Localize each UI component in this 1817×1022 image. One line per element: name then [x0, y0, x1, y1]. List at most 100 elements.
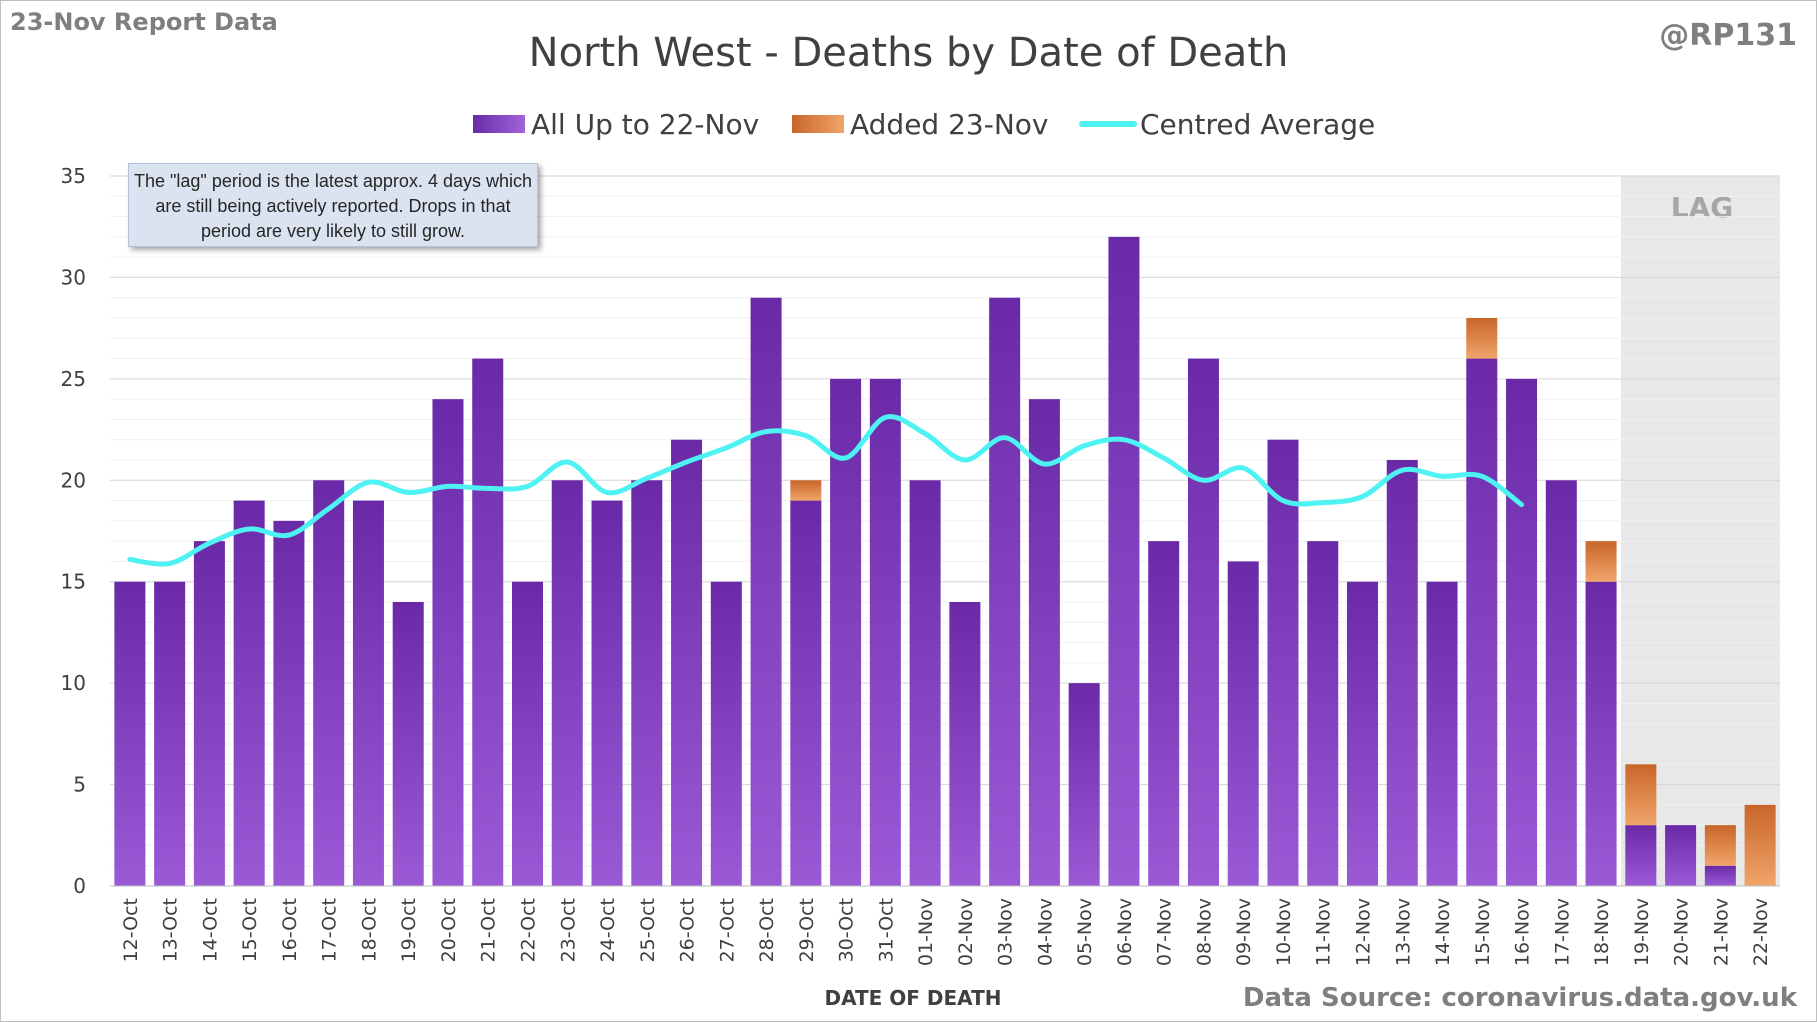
chart-title: North West - Deaths by Date of Death [528, 30, 1289, 76]
x-tick-label: 16-Oct [279, 898, 301, 962]
x-tick-label: 29-Oct [796, 898, 818, 962]
x-tick-label: 14-Nov [1432, 898, 1454, 966]
x-tick-label: 08-Nov [1193, 898, 1215, 966]
bar-all-up-to-22-nov [1506, 378, 1538, 886]
x-tick-label: 20-Nov [1671, 898, 1693, 966]
average-line [127, 414, 1525, 567]
x-tick-label: 10-Nov [1273, 898, 1295, 966]
x-tick-label: 27-Oct [716, 898, 738, 962]
x-tick-label: 22-Nov [1750, 898, 1772, 966]
bar-added-23-nov [790, 480, 822, 501]
y-tick-label: 25 [61, 367, 86, 391]
bar-all-up-to-22-nov [511, 581, 544, 886]
bar-all-up-to-22-nov [432, 399, 464, 886]
bar-all-up-to-22-nov [989, 297, 1021, 886]
bar-all-up-to-22-nov [591, 500, 623, 886]
legend-label-base: All Up to 22-Nov [531, 108, 759, 141]
x-tick-label: 15-Nov [1472, 898, 1494, 966]
x-tick-label: 07-Nov [1154, 898, 1176, 966]
bar-all-up-to-22-nov [1545, 480, 1577, 886]
bar-all-up-to-22-nov [273, 520, 305, 886]
bar-all-up-to-22-nov [233, 500, 265, 886]
bar-all-up-to-22-nov [313, 480, 345, 886]
bar-all-up-to-22-nov [1028, 399, 1060, 886]
bar-added-23-nov [1625, 764, 1657, 826]
bar-all-up-to-22-nov [1665, 825, 1697, 886]
bar-all-up-to-22-nov [1148, 541, 1180, 886]
bar-all-up-to-22-nov [869, 378, 901, 886]
bar-all-up-to-22-nov [710, 581, 742, 886]
x-tick-label: 03-Nov [995, 898, 1017, 966]
bar-all-up-to-22-nov [114, 581, 146, 886]
x-tick-label: 16-Nov [1512, 898, 1534, 966]
x-tick-label: 21-Oct [478, 898, 500, 962]
y-tick-label: 15 [61, 570, 86, 594]
bar-all-up-to-22-nov [631, 480, 663, 886]
x-tick-label: 12-Oct [120, 898, 142, 962]
bar-all-up-to-22-nov [671, 439, 703, 886]
x-tick-label: 06-Nov [1114, 898, 1136, 966]
x-tick-label: 18-Oct [358, 898, 380, 962]
bar-all-up-to-22-nov [1466, 358, 1498, 887]
bars [114, 236, 1776, 887]
bar-all-up-to-22-nov [1386, 460, 1418, 886]
x-tick-label: 25-Oct [637, 898, 659, 962]
x-tick-label: 19-Oct [398, 898, 420, 962]
bar-all-up-to-22-nov [1267, 439, 1299, 886]
x-tick-label: 19-Nov [1631, 898, 1653, 966]
bar-all-up-to-22-nov [750, 297, 782, 886]
bar-all-up-to-22-nov [551, 480, 583, 886]
bar-all-up-to-22-nov [1108, 236, 1140, 886]
x-axis-label: DATE OF DEATH [825, 986, 1002, 1010]
y-tick-label: 35 [61, 164, 86, 188]
x-tick-label: 17-Oct [319, 898, 341, 962]
x-tick-label: 12-Nov [1353, 898, 1375, 966]
bar-all-up-to-22-nov [909, 480, 941, 886]
legend: All Up to 22-Nov Added 23-Nov Centred Av… [473, 108, 1375, 141]
bar-all-up-to-22-nov [1426, 581, 1458, 886]
y-tick-label: 20 [61, 468, 86, 492]
y-tick-label: 5 [73, 773, 86, 797]
bar-all-up-to-22-nov [949, 602, 981, 886]
bar-all-up-to-22-nov [1227, 561, 1259, 886]
x-tick-label: 23-Oct [557, 898, 579, 962]
bar-all-up-to-22-nov [1585, 581, 1617, 886]
author-handle: @RP131 [1659, 18, 1797, 53]
x-axis-ticks: 12-Oct 13-Oct 14-Oct 15-Oct 16-Oct 17-Oct 18-O… [120, 898, 1772, 966]
bar-all-up-to-22-nov [352, 500, 384, 886]
bar-all-up-to-22-nov [193, 541, 225, 886]
x-tick-label: 14-Oct [199, 898, 221, 962]
bar-all-up-to-22-nov [1068, 683, 1100, 886]
bar-all-up-to-22-nov [830, 378, 862, 886]
x-tick-label: 26-Oct [677, 898, 699, 962]
x-tick-label: 31-Oct [875, 898, 897, 962]
x-tick-label: 18-Nov [1591, 898, 1613, 966]
centred-average-line [127, 414, 1525, 567]
x-tick-label: 30-Oct [836, 898, 858, 962]
bar-all-up-to-22-nov [1187, 358, 1219, 887]
legend-swatch-added [792, 115, 844, 133]
report-date-label: 23-Nov Report Data [10, 8, 278, 36]
bar-all-up-to-22-nov [790, 500, 822, 886]
x-tick-label: 11-Nov [1313, 898, 1335, 966]
x-tick-label: 13-Nov [1392, 898, 1414, 966]
x-tick-label: 17-Nov [1551, 898, 1573, 966]
y-tick-label: 10 [61, 671, 86, 695]
x-tick-label: 20-Oct [438, 898, 460, 962]
bar-added-23-nov [1744, 804, 1776, 886]
legend-swatch-base [473, 115, 525, 133]
x-tick-label: 28-Oct [756, 898, 778, 962]
x-tick-label: 01-Nov [915, 898, 937, 966]
x-tick-label: 24-Oct [597, 898, 619, 962]
bar-all-up-to-22-nov [1307, 541, 1339, 886]
lag-note: The "lag" period is the latest approx. 4… [128, 163, 538, 247]
x-tick-label: 21-Nov [1710, 898, 1732, 966]
x-tick-label: 09-Nov [1233, 898, 1255, 966]
y-axis-ticks: 0 5 10 15 20 25 30 35 [61, 164, 86, 898]
x-tick-label: 13-Oct [160, 898, 182, 962]
x-tick-label: 04-Nov [1034, 898, 1056, 966]
data-source-label: Data Source: coronavirus.data.gov.uk [1242, 983, 1797, 1013]
bar-all-up-to-22-nov [1704, 865, 1736, 886]
bar-all-up-to-22-nov [1625, 825, 1657, 886]
